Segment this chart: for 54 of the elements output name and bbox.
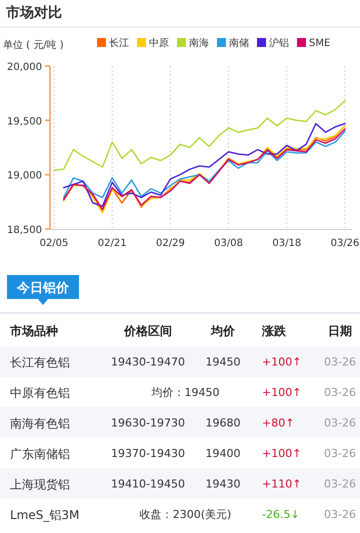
x-tick-label: 03/08 [214, 238, 244, 249]
category-label: 市场品种 [9, 324, 58, 338]
line-series [53, 100, 346, 172]
x-tick-label: 03/26 [330, 238, 360, 249]
text: 19450 [206, 356, 240, 368]
text: 19400 [206, 447, 240, 460]
text: 均价：19450 [152, 386, 220, 399]
x-tick-label: 03/18 [272, 238, 302, 249]
text: 19680 [206, 416, 240, 430]
text: 19430 [206, 478, 240, 490]
text: +100↑ [262, 356, 302, 368]
legend-label: 沪铝 [269, 37, 289, 49]
category-label: 价格区间 [123, 324, 172, 338]
text: 今日铝价 [16, 281, 70, 296]
category-label: 涨跌 [261, 324, 287, 338]
text: 收盘：2300(美元) [140, 508, 232, 521]
chart-title: 市场对比 [5, 4, 62, 21]
category-label: 南海有色铝 [10, 416, 70, 430]
y-tick-label: 19,000 [7, 170, 42, 182]
y-tick-label: 18,500 [7, 225, 42, 236]
text: 03-26 [324, 447, 356, 460]
y-tick-label: 19,500 [7, 116, 42, 128]
text: +100↑ [262, 386, 302, 399]
category-label: LmeS_铝3M [10, 508, 80, 522]
category-label: 日期 [328, 324, 352, 338]
text: +110↑ [262, 478, 302, 490]
text: 03-26 [324, 416, 356, 430]
legend-label: 南储 [229, 37, 249, 49]
y-axis-title: 单位 ( 元/吨 ) [3, 39, 64, 51]
text: +80↑ [262, 416, 294, 430]
legend-label: 中原 [149, 37, 169, 49]
line-series [63, 130, 346, 198]
text: 19410-19450 [111, 478, 185, 490]
text: 03-26 [324, 356, 356, 368]
category-label: 长江有色铝 [10, 356, 70, 370]
text: 19430-19470 [111, 356, 185, 368]
text: 03-26 [324, 478, 356, 490]
category-label: 均价 [210, 324, 236, 338]
x-tick-label: 02/29 [156, 238, 185, 249]
x-tick-label: 02/21 [98, 238, 127, 249]
text: 19630-19730 [111, 416, 185, 430]
text: +100↑ [262, 447, 302, 460]
text: 03-26 [324, 508, 356, 521]
text: 19370-19430 [111, 447, 185, 460]
x-tick-label: 02/05 [40, 238, 68, 249]
text: 03-26 [324, 386, 356, 399]
text: -26.5↓ [262, 508, 300, 521]
legend-label: 南海 [189, 37, 209, 49]
category-label: 广东南储铝 [10, 447, 70, 461]
category-label: 中原有色铝 [10, 386, 70, 400]
y-tick-label: 20,000 [7, 62, 42, 73]
category-label: 上海现货铝 [10, 478, 70, 492]
legend-label: SME [309, 38, 330, 49]
legend-label: 长江 [109, 37, 129, 49]
